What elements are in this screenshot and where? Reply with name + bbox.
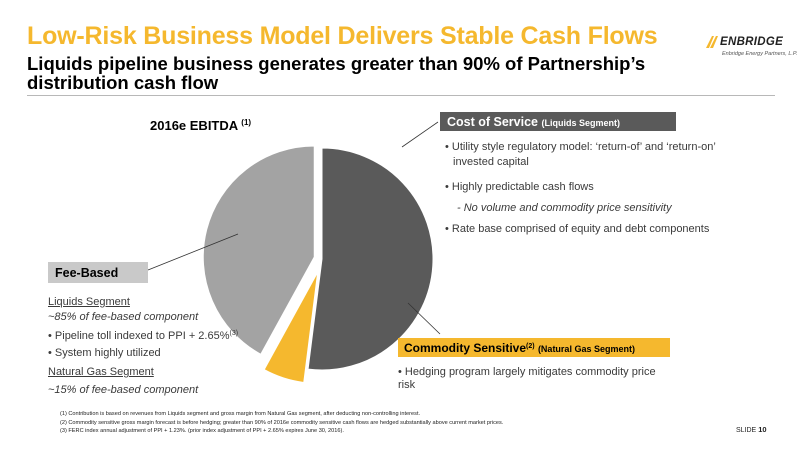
natural-gas-share: ~15% of fee-based component: [48, 384, 199, 396]
commodity-footnote-ref: (2): [526, 343, 535, 350]
enbridge-logo: ENBRIDGE Enbridge Energy Partners, L.P.: [704, 30, 797, 70]
commodity-sensitive-segment: (Natural Gas Segment): [537, 344, 635, 354]
fee-based-leader: [147, 233, 239, 271]
pie-slice-commodity-sensitive: [263, 272, 319, 383]
logo-tagline: Enbridge Energy Partners, L.P.: [722, 51, 798, 57]
enbridge-flame-icon: [706, 36, 718, 48]
footnote-3: (3) FERC index annual adjustment of PPI …: [60, 428, 344, 435]
pie-title-note: (1): [241, 118, 252, 127]
list-item: • Pipeline toll indexed to PPI + 2.65%(3…: [48, 330, 239, 342]
list-item: • Utility style regulatory model: ‘retur…: [445, 141, 716, 153]
cost-of-service-leader: [401, 121, 439, 148]
pie-slice-fee-based: [202, 145, 315, 355]
footnote-1: (1) Contribution is based on revenues fr…: [60, 411, 421, 417]
list-item: - No volume and commodity price sensitiv…: [457, 202, 672, 214]
logo-wordmark: ENBRIDGE: [720, 36, 784, 48]
ppi-footnote-ref: (3): [229, 330, 239, 337]
fee-based-header: Fee-Based: [48, 262, 148, 283]
slide-number: SLIDE 10: [736, 425, 767, 434]
natural-gas-segment-heading: Natural Gas Segment: [48, 366, 154, 378]
cost-of-service-segment: (Liquids Segment): [541, 118, 621, 128]
footnotes: (1) Contribution is based on revenues fr…: [60, 410, 680, 436]
liquids-segment-heading: Liquids Segment: [48, 296, 130, 308]
list-item: • Highly predictable cash flows: [445, 181, 594, 193]
cost-of-service-header: Cost of Service (Liquids Segment): [440, 112, 676, 131]
pie-slice-cost-of-service: [307, 147, 434, 371]
header-divider: [27, 95, 775, 96]
list-item: • System highly utilized: [48, 347, 161, 359]
commodity-sensitive-leader: [407, 302, 441, 335]
liquids-share: ~85% of fee-based component: [48, 311, 199, 323]
slide-title: Low-Risk Business Model Delivers Stable …: [27, 22, 658, 50]
footnote-2: (2) Commodity sensitive gross margin for…: [60, 419, 504, 426]
list-item: invested capital: [453, 156, 529, 168]
slide-subtitle: Liquids pipeline business generates grea…: [27, 53, 646, 93]
list-item: • Rate base comprised of equity and debt…: [445, 223, 710, 235]
commodity-sensitive-bullet: • Hedging program largely mitigates comm…: [398, 366, 656, 391]
commodity-sensitive-header: Commodity Sensitive(2) (Natural Gas Segm…: [398, 338, 670, 357]
pie-chart-title: 2016e EBITDA (1): [150, 118, 252, 133]
